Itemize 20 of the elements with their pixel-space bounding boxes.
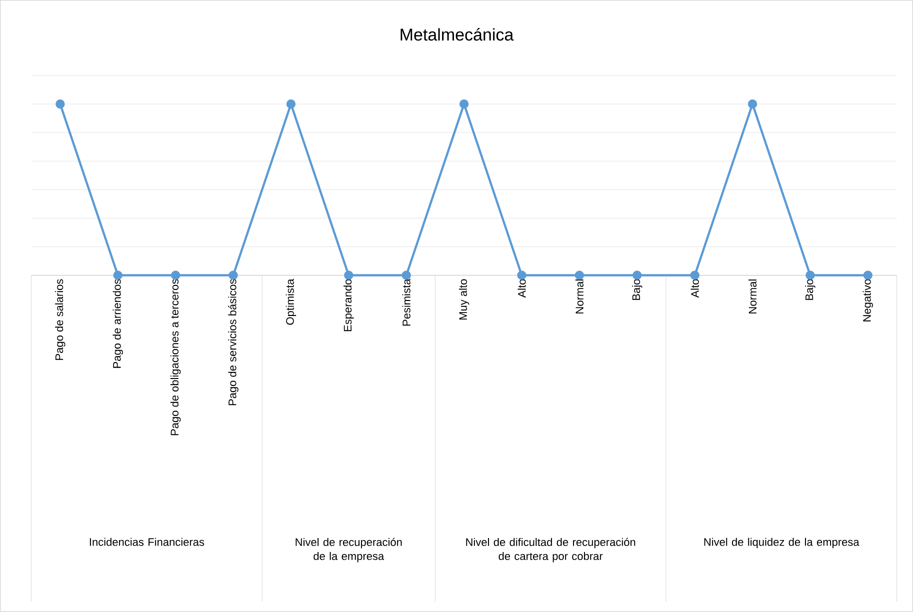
text: Nivel de recuperación de la empresa [296,538,402,562]
x-tick-label: Bajo [805,279,816,300]
x-tick-label: Normal [575,280,584,314]
x-tick-label: Pago de obligaciones a terceros [170,279,181,436]
x-tick-label: Muy alto [458,279,470,320]
x-tick-label: Pago de servicios básicos [228,279,238,406]
chart-title: Metalmecánica [400,28,514,41]
text: Incidencias Financieras [90,538,204,546]
x-tick-label: Negativo [862,279,874,322]
x-tick-label: Alto [518,279,526,298]
x-tick-label: Optimista [286,278,296,325]
x-tick-label: Bajo [632,279,642,300]
x-tick-label: Esperando [344,279,354,332]
x-tick-label: Pago de arriendos [112,279,123,368]
x-tick-label: Alto [690,279,699,298]
x-tick-label: Pesimista [402,278,410,326]
x-tick-label: Pago de salarios [55,279,66,360]
text: Nivel de liquidez de la empresa [704,538,860,548]
x-tick-label: Normal [748,280,757,314]
text: Nivel de dificultad de recuperación de cartera por cobrar [466,538,636,562]
